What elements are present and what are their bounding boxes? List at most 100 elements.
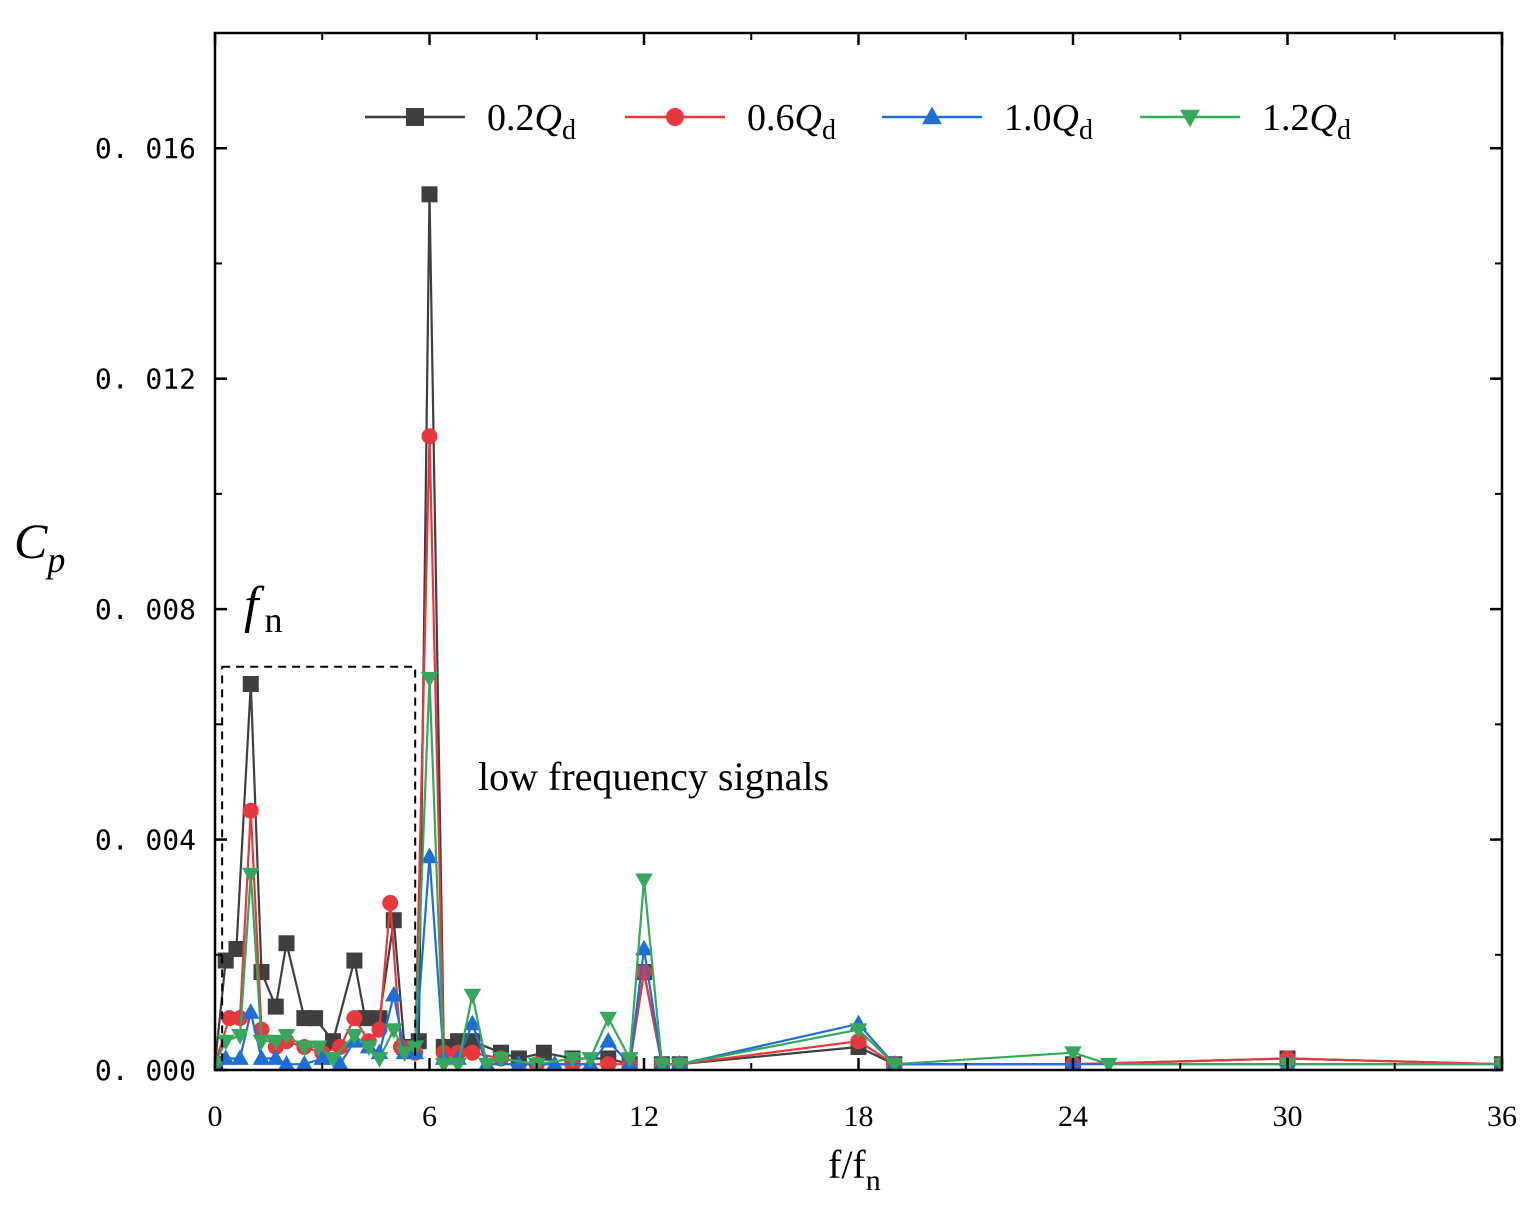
data-point bbox=[384, 1023, 403, 1039]
legend-label: 0.6Qd bbox=[747, 97, 836, 146]
annotations: f n low frequency signals bbox=[221, 577, 829, 1071]
y-axis-title: Cp bbox=[14, 513, 65, 580]
x-tick-label: 24 bbox=[1058, 1100, 1088, 1133]
data-point bbox=[421, 428, 438, 445]
data-point bbox=[241, 1003, 260, 1019]
data-point bbox=[492, 1052, 510, 1068]
fn-label-sub: n bbox=[264, 600, 282, 640]
legend-marker bbox=[406, 108, 424, 126]
data-point bbox=[563, 1052, 582, 1068]
legend-label: 0.2Qd bbox=[487, 97, 576, 146]
data-point bbox=[464, 1044, 481, 1061]
data-point bbox=[885, 1057, 904, 1070]
series-line bbox=[215, 677, 1502, 1066]
data-point bbox=[653, 1057, 671, 1070]
data-point bbox=[599, 1031, 618, 1048]
low-frequency-label: low frequency signals bbox=[478, 754, 829, 799]
x-tick-label: 30 bbox=[1273, 1100, 1303, 1133]
data-point bbox=[599, 1011, 618, 1028]
plot-frame bbox=[213, 31, 1504, 1072]
data-point bbox=[600, 1056, 617, 1070]
data-point bbox=[313, 1049, 332, 1065]
data-point bbox=[295, 1040, 314, 1057]
data-point bbox=[228, 941, 245, 958]
data-point bbox=[267, 998, 284, 1015]
legend-label: 1.2Qd bbox=[1262, 97, 1351, 146]
data-point bbox=[252, 1034, 271, 1051]
y-tick-label: 0. 012 bbox=[95, 363, 196, 396]
legend-marker bbox=[922, 106, 942, 125]
data-point bbox=[331, 1055, 349, 1070]
legend-label-sub: d bbox=[1337, 115, 1351, 146]
y-tick-label: 0. 000 bbox=[95, 1054, 196, 1087]
data-point bbox=[635, 939, 653, 956]
legend-marker bbox=[666, 108, 684, 126]
legend-label-prefix: 0.6 bbox=[747, 97, 795, 139]
data-point bbox=[395, 1046, 414, 1062]
series-4 bbox=[215, 671, 1502, 1070]
data-point bbox=[620, 1052, 639, 1068]
data-point bbox=[636, 964, 652, 981]
data-point bbox=[1099, 1057, 1118, 1070]
x-axis-title: f/fn bbox=[828, 1142, 881, 1197]
data-point bbox=[332, 1038, 349, 1055]
x-tick-label: 18 bbox=[844, 1100, 874, 1133]
legend-item-3: 1.0Qd bbox=[882, 97, 1093, 146]
legend-label-sub: d bbox=[1079, 115, 1093, 146]
data-point bbox=[242, 676, 259, 693]
legend-item-4: 1.2Qd bbox=[1140, 97, 1351, 146]
series-2 bbox=[215, 428, 1502, 1070]
legend-label-prefix: 0.2 bbox=[487, 97, 535, 139]
data-point bbox=[510, 1055, 528, 1070]
data-point bbox=[1493, 1057, 1502, 1070]
legend-label-var: Q bbox=[795, 97, 822, 139]
data-point bbox=[252, 1049, 271, 1065]
data-point bbox=[421, 186, 438, 203]
fn-label-main: f bbox=[244, 577, 265, 634]
x-tick-label: 0 bbox=[208, 1100, 223, 1133]
data-point bbox=[346, 952, 363, 969]
data-point bbox=[278, 935, 295, 952]
series-line bbox=[215, 435, 1502, 1066]
series-1 bbox=[215, 186, 1502, 1070]
legend-label-var: Q bbox=[1310, 97, 1337, 139]
data-point bbox=[535, 1044, 552, 1061]
data-point bbox=[384, 985, 403, 1002]
data-point bbox=[635, 873, 653, 890]
data-point bbox=[359, 1040, 378, 1057]
data-point bbox=[670, 1057, 689, 1070]
axis-labels: Cp f/fn bbox=[14, 513, 881, 1197]
ticks-layer: 0 6 12 18 24 30 36 0. 000 0. 004 0. 008 0. 012 0. 0… bbox=[95, 33, 1517, 1133]
data-point bbox=[295, 1055, 313, 1070]
legend-label-prefix: 1.2 bbox=[1262, 97, 1310, 139]
x-tick-label: 36 bbox=[1487, 1100, 1517, 1133]
data-point bbox=[850, 1033, 867, 1050]
y-tick-label: 0. 004 bbox=[95, 824, 196, 857]
legend-label-sub: d bbox=[562, 115, 576, 146]
data-point bbox=[241, 867, 260, 884]
data-point bbox=[277, 1029, 296, 1045]
data-point bbox=[849, 1023, 868, 1039]
data-point bbox=[345, 1029, 364, 1045]
y-tick-label: 0. 008 bbox=[95, 593, 196, 626]
data-point bbox=[278, 1055, 295, 1070]
legend-label-prefix: 1.0 bbox=[1004, 97, 1052, 139]
data-point bbox=[232, 1010, 249, 1027]
y-tick-label: 0. 016 bbox=[95, 132, 196, 165]
x-tick-label: 6 bbox=[422, 1100, 437, 1133]
legend-label-sub: d bbox=[822, 115, 836, 146]
series-line bbox=[215, 193, 1502, 1066]
low-frequency-box bbox=[221, 665, 417, 1071]
data-point bbox=[309, 1040, 328, 1057]
data-point bbox=[266, 1034, 285, 1051]
data-point bbox=[216, 1034, 235, 1051]
data-point bbox=[231, 1049, 249, 1065]
series-layer bbox=[215, 186, 1502, 1070]
legend-label: 1.0Qd bbox=[1004, 97, 1093, 146]
legend-label-var: Q bbox=[535, 97, 562, 139]
data-point bbox=[546, 1055, 564, 1070]
legend-item-1: 0.2Qd bbox=[365, 97, 576, 146]
data-point bbox=[231, 1029, 249, 1045]
data-point bbox=[370, 1052, 389, 1068]
